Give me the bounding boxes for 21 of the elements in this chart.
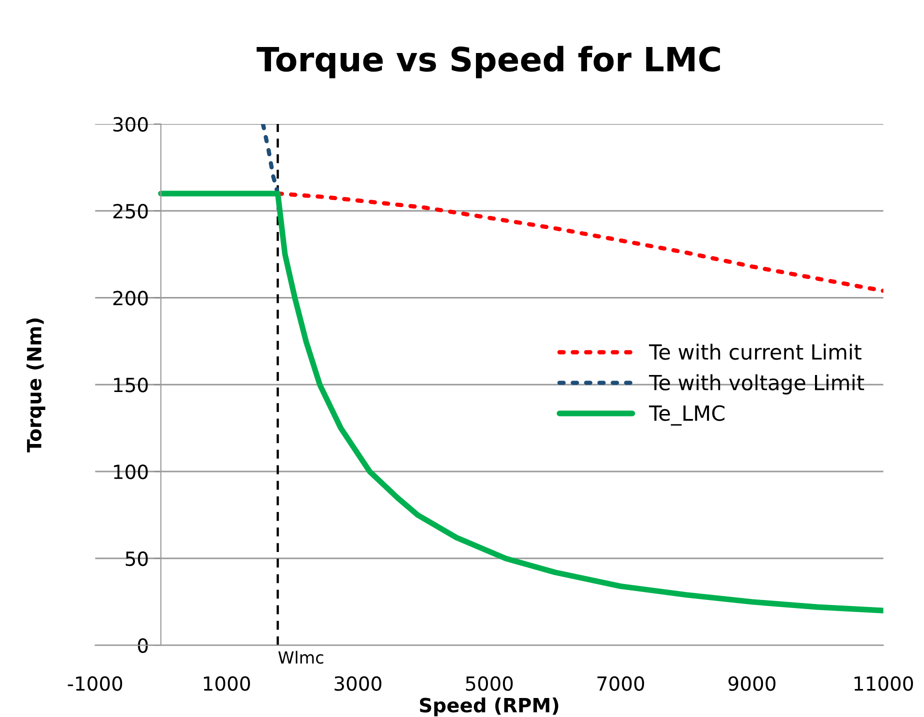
legend-label: Te_LMC <box>648 405 724 426</box>
x-tick-label: 11000 <box>854 676 913 691</box>
y-tick-label: 200 <box>113 290 148 306</box>
x-tick-label: -1000 <box>68 676 122 691</box>
x-tick-label: 7000 <box>597 676 644 691</box>
y-tick-label: 150 <box>114 378 148 392</box>
legend-label: Te with voltage Limit <box>648 374 864 394</box>
x-axis-title: Speed (RPM) <box>420 697 558 716</box>
y-axis-title: Torque (Nm) <box>26 318 46 452</box>
y-tick-label: 0 <box>138 638 148 653</box>
x-tick-label: 3000 <box>334 676 382 691</box>
x-tick-label: 1000 <box>204 676 250 691</box>
y-tick-label: 300 <box>113 116 148 132</box>
y-tick-label: 100 <box>114 464 148 480</box>
y-tick-label: 250 <box>113 204 148 219</box>
x-tick-label: 9000 <box>728 676 776 691</box>
y-tick-label: 50 <box>126 551 148 566</box>
legend-label: Te with current Limit <box>648 344 862 360</box>
chart-title: Torque vs Speed for LMC <box>256 46 720 78</box>
x-tick-label: 5000 <box>466 676 513 691</box>
ref-line-label: Wlmc <box>278 650 324 664</box>
